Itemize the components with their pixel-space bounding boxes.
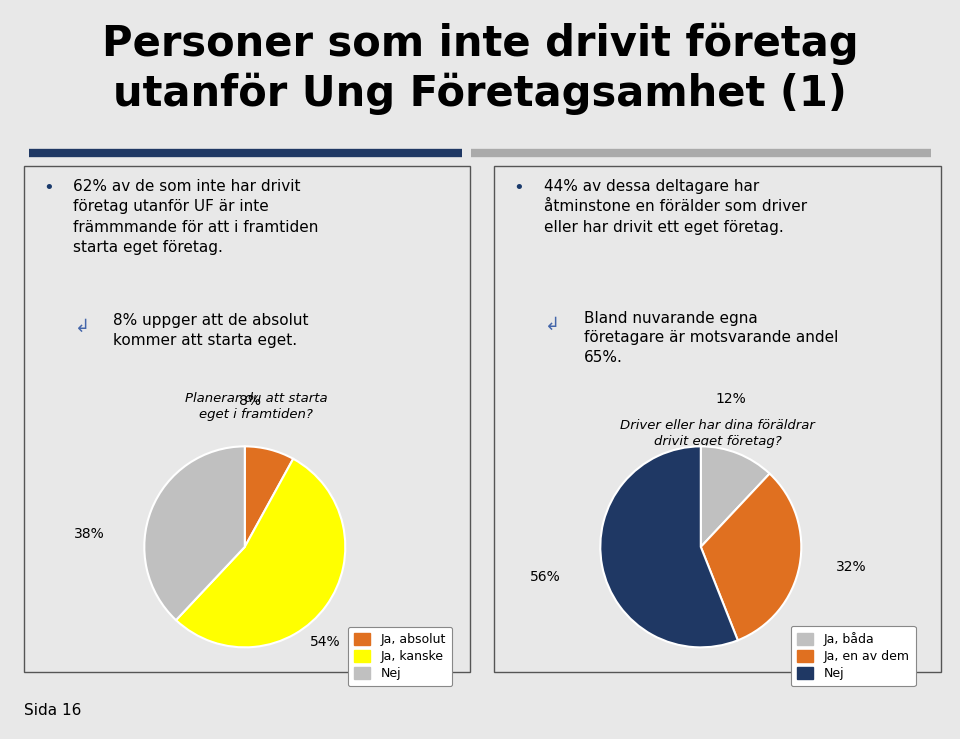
Text: ↲: ↲ (75, 318, 89, 336)
Wedge shape (701, 474, 802, 640)
Text: 12%: 12% (715, 392, 746, 406)
Wedge shape (245, 446, 293, 547)
Text: 56%: 56% (530, 570, 561, 584)
Text: Driver eller har dina föräldrar
drivit eget företag?: Driver eller har dina föräldrar drivit e… (620, 419, 815, 449)
Wedge shape (701, 446, 770, 547)
Wedge shape (600, 446, 738, 647)
Text: •: • (514, 179, 524, 197)
Text: Planerar du att starta
eget i framtiden?: Planerar du att starta eget i framtiden? (185, 392, 327, 420)
Legend: Ja, absolut, Ja, kanske, Nej: Ja, absolut, Ja, kanske, Nej (348, 627, 452, 687)
Text: Personer som inte drivit företag
utanför Ung Företagsamhet (1): Personer som inte drivit företag utanför… (102, 22, 858, 115)
Text: 32%: 32% (836, 560, 867, 574)
Text: 38%: 38% (74, 528, 105, 541)
Text: 8% uppger att de absolut
kommer att starta eget.: 8% uppger att de absolut kommer att star… (113, 313, 309, 348)
Text: 62% av de som inte har drivit
företag utanför UF är inte
främmmande för att i fr: 62% av de som inte har drivit företag ut… (73, 179, 319, 255)
Text: 54%: 54% (310, 636, 341, 650)
Text: •: • (43, 179, 54, 197)
Text: 8%: 8% (239, 394, 261, 408)
Wedge shape (144, 446, 245, 620)
Wedge shape (176, 459, 346, 647)
Text: 44% av dessa deltagare har
åtminstone en förälder som driver
eller har drivit et: 44% av dessa deltagare har åtminstone en… (543, 179, 806, 235)
Legend: Ja, båda, Ja, en av dem, Nej: Ja, båda, Ja, en av dem, Nej (791, 626, 916, 687)
Text: Bland nuvarande egna
företagare är motsvarande andel
65%.: Bland nuvarande egna företagare är motsv… (584, 310, 838, 365)
Text: ↲: ↲ (545, 316, 560, 333)
Text: Sida 16: Sida 16 (24, 704, 82, 718)
